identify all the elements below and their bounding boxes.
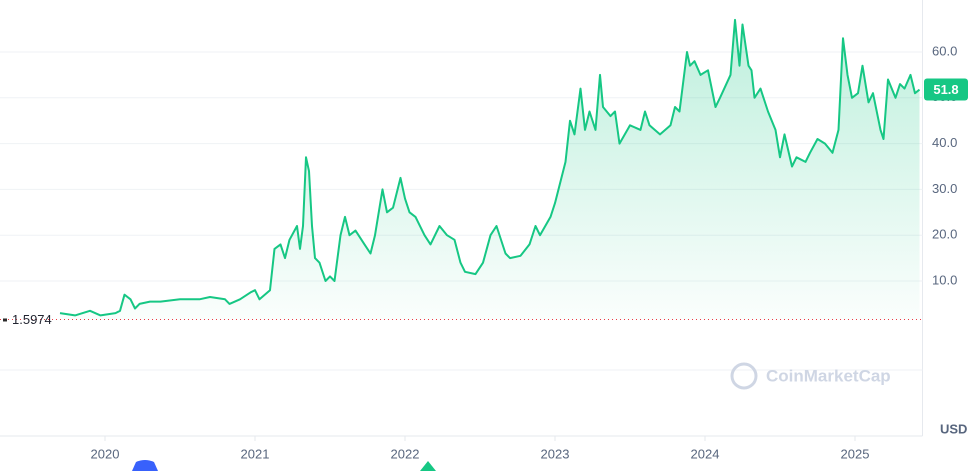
price-line — [59, 18, 921, 317]
last-price-label: 51.8 — [933, 82, 958, 97]
currency-label: USD — [940, 421, 967, 436]
x-tick-label: 2021 — [241, 446, 270, 461]
price-area — [60, 19, 920, 320]
watermark-text: CoinMarketCap — [766, 366, 891, 385]
y-tick-label: 20.0 — [932, 227, 957, 242]
x-tick-label: 2020 — [91, 446, 120, 461]
event-marker — [420, 461, 436, 471]
open-price-label: 1.5974 — [12, 312, 52, 327]
watermark-logo — [730, 362, 758, 390]
open-price-tick — [3, 318, 7, 322]
last-price-badge — [924, 78, 968, 101]
y-tick-label: 60.0 — [932, 43, 957, 58]
y-tick-label: 10.0 — [932, 272, 957, 287]
x-tick-label: 2025 — [841, 446, 870, 461]
y-tick-label: 40.0 — [932, 135, 957, 150]
x-tick-label: 2023 — [541, 446, 570, 461]
y-tick-label: 30.0 — [932, 181, 957, 196]
watermark: CoinMarketCap — [730, 362, 891, 390]
x-tick-label: 2022 — [391, 446, 420, 461]
x-tick-label: 2024 — [691, 446, 720, 461]
plot: 10.020.030.040.050.060.02020202120222023… — [0, 18, 968, 461]
event-marker — [132, 460, 158, 471]
